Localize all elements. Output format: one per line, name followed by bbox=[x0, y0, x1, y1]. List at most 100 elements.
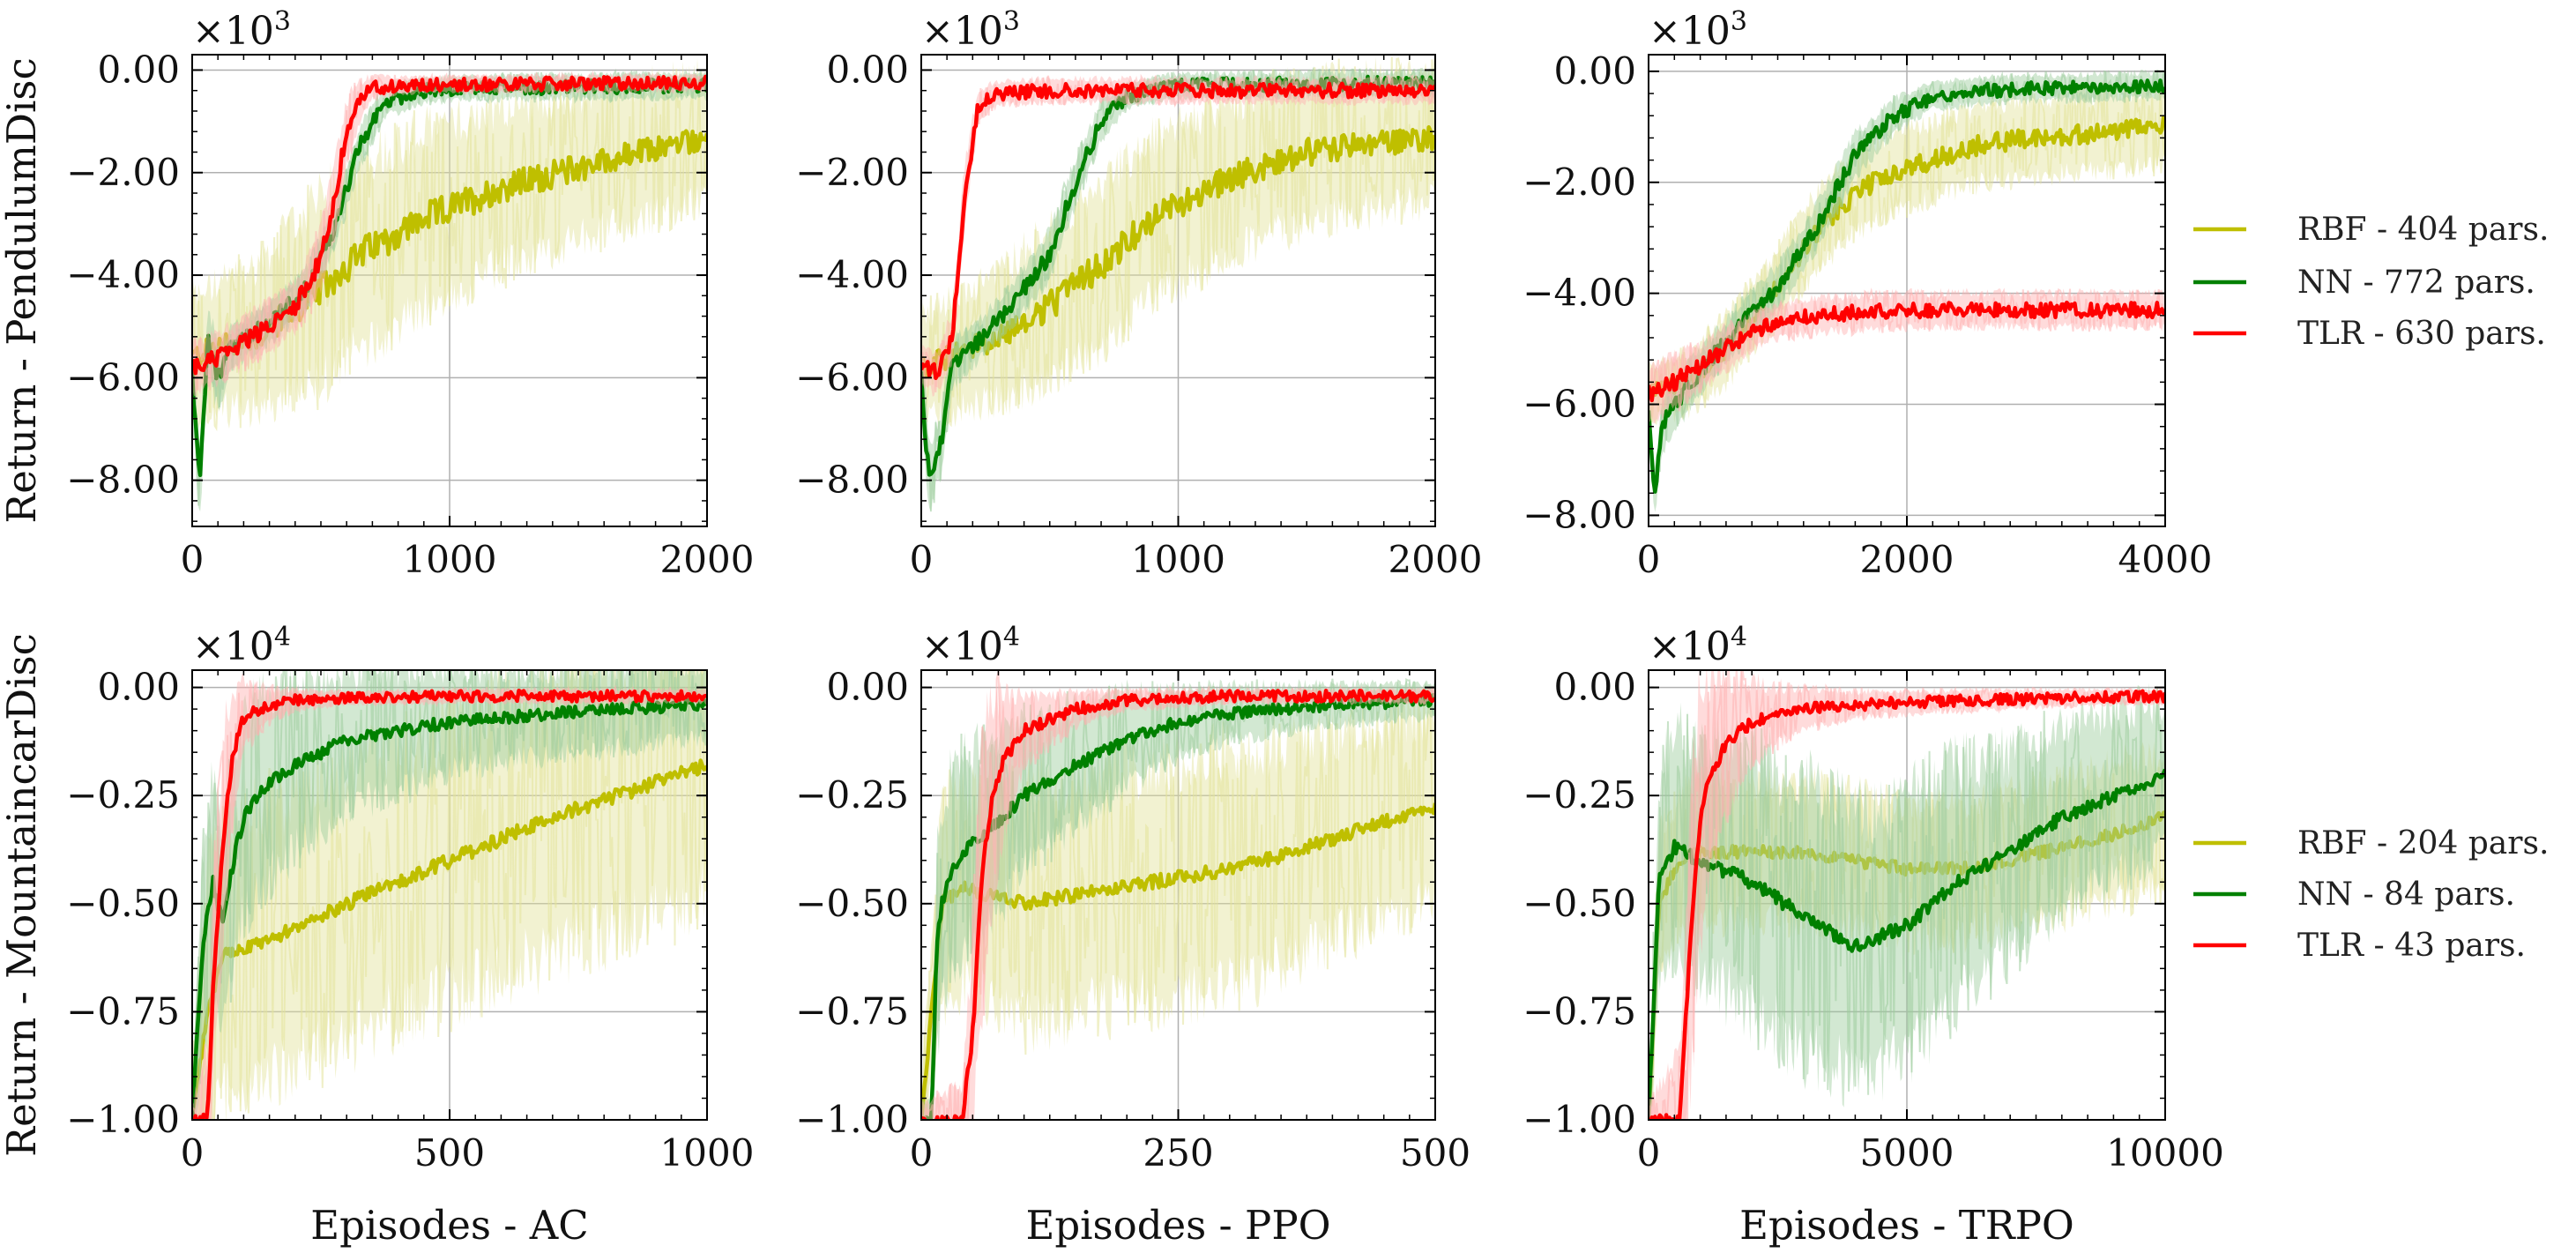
y-axis-label: Return - PendulumDisc bbox=[0, 57, 45, 523]
y-tick-label: −0.50 bbox=[795, 882, 909, 925]
legend-label: TLR - 630 pars. bbox=[2297, 316, 2546, 352]
trace-rbf bbox=[192, 69, 707, 432]
legend-pendulum: RBF - 404 pars. NN - 772 pars. TLR - 630 p… bbox=[2193, 212, 2549, 352]
y-tick-label: −0.25 bbox=[66, 773, 180, 817]
band-nn bbox=[921, 679, 1435, 1120]
subplot-r2-c2: 0 250 500 −1.00 −0.75 −0.50 −0.25 0.00 ×104 Episo… bbox=[795, 622, 1470, 1249]
band-nn bbox=[192, 71, 707, 512]
sci-exponent: 3 bbox=[1731, 6, 1747, 37]
series-line-tlr bbox=[921, 81, 1435, 381]
legend-label: RBF - 404 pars. bbox=[2297, 212, 2549, 248]
y-tick-label: −8.00 bbox=[1523, 493, 1636, 536]
plot-area bbox=[192, 670, 707, 1120]
sci-exponent: 4 bbox=[1003, 622, 1020, 653]
y-tick-label: −6.00 bbox=[66, 355, 180, 399]
gridlines bbox=[1649, 55, 2165, 526]
plot-area bbox=[921, 671, 1435, 1120]
y-tick-label: −1.00 bbox=[795, 1098, 909, 1141]
x-tick-label: 0 bbox=[181, 538, 205, 581]
x-tick-label: 2000 bbox=[1389, 538, 1483, 581]
x-axis-label: Episodes - AC bbox=[310, 1202, 589, 1249]
series-line-nn bbox=[1649, 78, 2165, 494]
y-tick-label: 0.00 bbox=[1553, 666, 1636, 709]
x-tick-label: 10000 bbox=[2106, 1131, 2224, 1175]
y-tick-label: −0.75 bbox=[1523, 989, 1636, 1033]
sci-multiplier: ×104 bbox=[1649, 622, 1747, 669]
plot-area bbox=[1649, 670, 2165, 1120]
series-line-nn bbox=[1649, 768, 2165, 1117]
axis-ticks: 0 250 500 −1.00 −0.75 −0.50 −0.25 0.00 bbox=[795, 666, 1470, 1175]
x-tick-label: 0 bbox=[910, 1131, 934, 1175]
plot-area bbox=[921, 56, 1435, 512]
axis-ticks: 0 500 1000 −1.00 −0.75 −0.50 −0.25 0.00 bbox=[66, 666, 754, 1175]
y-tick-label: −6.00 bbox=[1523, 383, 1636, 426]
subplot-r1-c1: 0 1000 2000 −8.00 −6.00 −4.00 −2.00 0.00 ×103 Ret… bbox=[0, 6, 754, 581]
x-tick-label: 0 bbox=[910, 538, 934, 581]
y-axis-label: Return - MountaincarDisc bbox=[0, 633, 45, 1157]
x-tick-label: 1000 bbox=[660, 1131, 755, 1175]
series-line-tlr bbox=[1649, 689, 2165, 1120]
series-line-tlr bbox=[921, 689, 1435, 1120]
subplot-r1-c3: 0 2000 4000 −8.00 −6.00 −4.00 −2.00 0.00 ×103 bbox=[1523, 6, 2212, 581]
sci-multiplier: ×104 bbox=[921, 622, 1020, 669]
x-tick-label: 0 bbox=[181, 1131, 205, 1175]
axis-ticks: 0 1000 2000 −8.00 −6.00 −4.00 −2.00 0.00 bbox=[795, 48, 1482, 581]
series-line-nn bbox=[192, 697, 707, 1120]
subplot-r2-c3: 0 5000 10000 −1.00 −0.75 −0.50 −0.25 0.00 ×104 Ep… bbox=[1523, 622, 2224, 1249]
axis-ticks: 0 2000 4000 −8.00 −6.00 −4.00 −2.00 0.00 bbox=[1523, 49, 2212, 581]
y-tick-label: −2.00 bbox=[795, 151, 909, 194]
y-tick-label: −4.00 bbox=[66, 253, 180, 296]
y-tick-label: −1.00 bbox=[1523, 1098, 1636, 1141]
legend-label: NN - 84 pars. bbox=[2297, 876, 2515, 913]
legend-mountaincar: RBF - 204 pars. NN - 84 pars. TLR - 43 par… bbox=[2193, 825, 2549, 964]
x-tick-label: 2000 bbox=[660, 538, 755, 581]
y-tick-label: −1.00 bbox=[66, 1098, 180, 1141]
trace-nn bbox=[1649, 71, 2165, 486]
series-line-tlr bbox=[1649, 300, 2165, 403]
y-tick-label: −2.00 bbox=[66, 151, 180, 194]
sci-multiplier: ×103 bbox=[1649, 6, 1747, 54]
band-nn bbox=[1649, 69, 2165, 512]
series-line-rbf bbox=[192, 758, 707, 1116]
trace-rbf bbox=[921, 692, 1435, 1120]
sci-exponent: 4 bbox=[274, 622, 291, 653]
x-axis-label: Episodes - PPO bbox=[1025, 1202, 1330, 1249]
x-tick-label: 0 bbox=[1637, 538, 1661, 581]
y-tick-label: 0.00 bbox=[826, 666, 909, 709]
sci-exponent: 3 bbox=[1003, 6, 1020, 37]
y-tick-label: 0.00 bbox=[97, 48, 180, 91]
x-axis-label: Episodes - TRPO bbox=[1739, 1202, 2074, 1249]
sci-multiplier: ×103 bbox=[192, 6, 291, 54]
plot-area bbox=[1649, 69, 2165, 512]
y-tick-label: −0.75 bbox=[795, 989, 909, 1033]
band-tlr bbox=[921, 681, 1435, 1120]
x-tick-label: 1000 bbox=[1131, 538, 1225, 581]
y-tick-label: −2.00 bbox=[1523, 160, 1636, 204]
series-line-rbf bbox=[921, 802, 1435, 1120]
axis-ticks: 0 1000 2000 −8.00 −6.00 −4.00 −2.00 0.00 bbox=[66, 48, 754, 581]
y-tick-label: −4.00 bbox=[1523, 272, 1636, 315]
subplot-r2-c1: 0 500 1000 −1.00 −0.75 −0.50 −0.25 0.00 ×104 Epis… bbox=[0, 622, 754, 1249]
x-tick-label: 1000 bbox=[403, 538, 497, 581]
y-tick-label: −4.00 bbox=[795, 253, 909, 296]
x-tick-label: 5000 bbox=[1860, 1131, 1954, 1175]
series-line-tlr bbox=[192, 688, 707, 1120]
legend-label: NN - 772 pars. bbox=[2297, 265, 2535, 301]
plot-area bbox=[192, 58, 707, 512]
trace-nn bbox=[1649, 688, 2165, 1120]
y-tick-label: −6.00 bbox=[795, 355, 909, 399]
x-tick-label: 0 bbox=[1637, 1131, 1661, 1175]
y-tick-label: −8.00 bbox=[66, 459, 180, 502]
x-tick-label: 500 bbox=[1400, 1131, 1470, 1175]
x-tick-label: 4000 bbox=[2118, 538, 2213, 581]
y-tick-label: 0.00 bbox=[97, 666, 180, 709]
band-tlr bbox=[1649, 670, 2165, 1120]
axis-ticks: 0 5000 10000 −1.00 −0.75 −0.50 −0.25 0.00 bbox=[1523, 666, 2224, 1175]
series-line-rbf bbox=[921, 125, 1435, 378]
trace-nn bbox=[192, 670, 707, 1099]
x-tick-label: 2000 bbox=[1860, 538, 1954, 581]
y-tick-label: −0.50 bbox=[66, 882, 180, 925]
sci-exponent: 4 bbox=[1731, 622, 1747, 653]
band-nn bbox=[192, 670, 707, 1120]
